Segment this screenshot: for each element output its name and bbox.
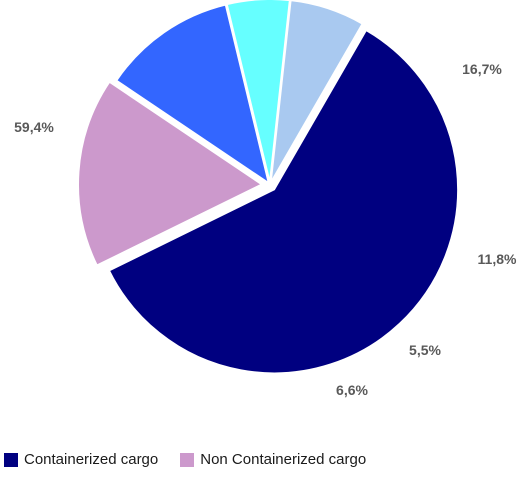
- pie-slice-4: [269, 0, 364, 184]
- legend-item-non-containerized: Non Containerized cargo: [180, 451, 366, 468]
- legend-label-containerized: Containerized cargo: [24, 451, 159, 468]
- legend-item-containerized: Containerized cargo: [4, 451, 158, 468]
- legend-swatch-containerized: [4, 452, 18, 467]
- pie-slice-2: [114, 3, 271, 186]
- slice-label-0: 59,4%: [14, 119, 54, 135]
- pie-slice-0: [107, 28, 460, 375]
- legend-label-non-containerized: Non Containerized cargo: [200, 451, 367, 468]
- slice-label-3: 5,5%: [409, 342, 441, 358]
- legend: Containerized cargo Non Containerized ca…: [4, 451, 388, 468]
- slice-label-2: 11,8%: [478, 251, 517, 267]
- slice-label-4: 6,6%: [336, 382, 368, 398]
- legend-swatch-non-containerized: [180, 452, 195, 467]
- pie-slice-1: [77, 80, 265, 267]
- slice-label-1: 16,7%: [462, 61, 502, 77]
